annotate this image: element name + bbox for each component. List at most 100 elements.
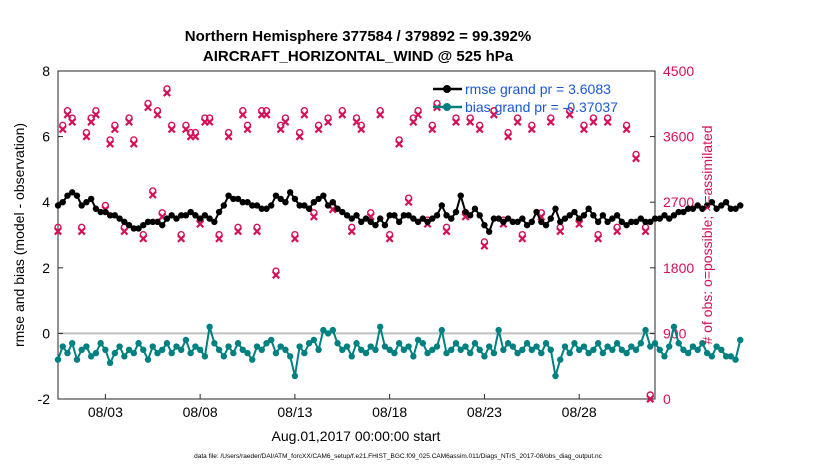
rmse-point [680, 208, 687, 216]
bias-point [395, 340, 403, 347]
rmse-point [220, 202, 228, 209]
rmse-point [59, 199, 66, 206]
bias-point [206, 323, 213, 331]
y-right-tick-label: 1800 [663, 260, 694, 276]
bias-point [234, 340, 242, 347]
rmse-point [291, 195, 299, 203]
obs-assimilated-point [144, 103, 153, 112]
bias-point [367, 343, 374, 350]
rmse-point [561, 215, 569, 222]
obs-assimilated-point [139, 234, 148, 243]
bias-point [305, 340, 313, 347]
bias-point [130, 349, 138, 357]
obs-assimilated-point [404, 198, 413, 207]
rmse-point [339, 208, 346, 216]
rmse-point [315, 195, 322, 203]
rmse-point [230, 195, 237, 203]
bias-point [590, 346, 597, 353]
obs-assimilated-point [513, 118, 522, 126]
rmse-point [64, 192, 71, 199]
rmse-point [182, 212, 190, 219]
rmse-point [395, 218, 403, 226]
legend-rmse-marker [443, 85, 451, 93]
rmse-point [324, 202, 332, 209]
bias-point [353, 340, 360, 347]
bias-point [301, 349, 308, 357]
rmse-point [467, 212, 474, 219]
rmse-point [286, 189, 294, 196]
obs-assimilated-point [475, 125, 484, 134]
rmse-point [694, 202, 701, 209]
bias-point [177, 346, 185, 353]
rmse-point [575, 215, 583, 222]
rmse-point [542, 221, 550, 229]
bias-point [424, 349, 431, 357]
rmse-point [211, 218, 218, 226]
rmse-point [225, 192, 232, 199]
bias-point [542, 340, 550, 347]
rmse-point [651, 215, 659, 222]
bias-point [168, 349, 175, 357]
rmse-point [135, 225, 142, 232]
bias-point [599, 349, 607, 357]
obs-assimilated-point [215, 234, 224, 243]
rmse-point [54, 202, 62, 209]
bias-point [230, 349, 237, 357]
rmse-point [320, 192, 327, 199]
bias-point [339, 346, 346, 353]
rmse-point [438, 202, 445, 209]
obs-assimilated-point [518, 234, 527, 243]
bias-series [54, 322, 744, 380]
bias-point [277, 343, 284, 350]
bias-point [708, 353, 716, 360]
bias-point [144, 356, 152, 363]
rmse-point [571, 208, 578, 216]
rmse-point [514, 218, 521, 226]
bias-point [414, 336, 422, 344]
bias-point [400, 346, 408, 353]
rmse-point [78, 202, 85, 209]
rmse-point [177, 212, 185, 219]
bias-point [263, 340, 270, 347]
rmse-point [301, 202, 308, 209]
rmse-point [154, 218, 161, 226]
rmse-point [310, 199, 318, 206]
obs-assimilated-point [290, 234, 299, 243]
rmse-point [656, 215, 663, 222]
bias-point [78, 346, 85, 353]
bias-point [609, 346, 616, 353]
rmse-point [400, 212, 408, 219]
bias-point [258, 346, 265, 353]
obs-assimilated-point [632, 154, 641, 163]
rmse-point [391, 212, 398, 219]
bias-point [476, 346, 483, 353]
rmse-point [504, 215, 512, 222]
rmse-point [490, 215, 498, 222]
y-right-tick-label: 3600 [663, 129, 694, 145]
rmse-point [609, 215, 616, 222]
rmse-point [713, 205, 720, 212]
x-axis-label: Aug.01,2017 00:00:00 start [272, 428, 441, 444]
bias-point [514, 349, 521, 357]
rmse-point [500, 218, 507, 226]
rmse-point [215, 208, 223, 216]
bias-point [433, 343, 441, 350]
bias-point [334, 340, 341, 347]
rmse-point [462, 208, 469, 216]
bias-point [448, 346, 455, 353]
bias-point [249, 356, 256, 363]
obs-assimilated-point [295, 132, 304, 141]
rmse-point [722, 199, 730, 206]
rmse-point [557, 218, 564, 226]
bias-point [637, 340, 644, 347]
bias-point [533, 343, 540, 350]
rmse-point [495, 215, 502, 222]
rmse-point [737, 202, 744, 209]
rmse-point [457, 192, 464, 199]
rmse-point [670, 212, 678, 219]
obs-assimilated-point [579, 125, 588, 134]
bias-point [732, 356, 739, 363]
obs-assimilated-point [594, 234, 603, 243]
